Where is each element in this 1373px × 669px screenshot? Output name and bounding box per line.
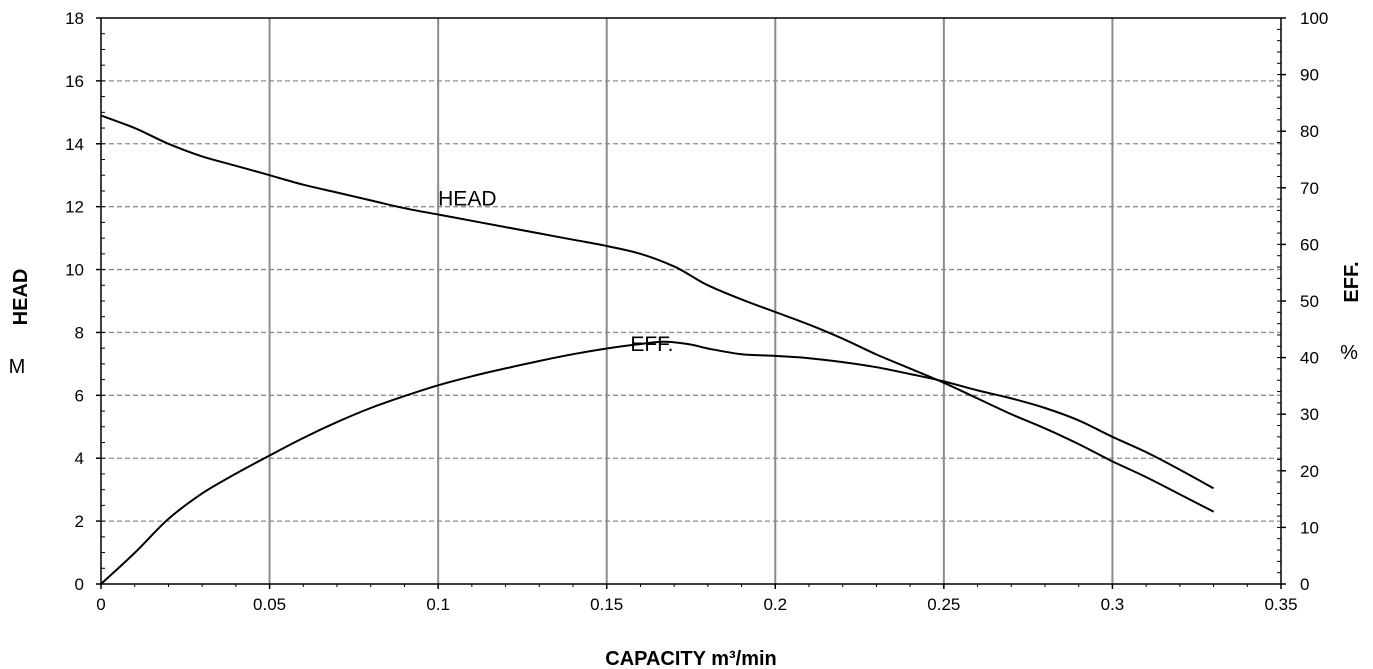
x-tick-label: 0.15	[590, 595, 623, 614]
grid-lines	[101, 18, 1281, 584]
x-tick-label: 0.3	[1101, 595, 1125, 614]
x-tick-label: 0.35	[1264, 595, 1297, 614]
head-curve-label: HEAD	[438, 187, 496, 210]
y-left-tick-label: 4	[75, 449, 84, 468]
y-left-tick-label: 0	[75, 575, 84, 594]
y-right-tick-label: 100	[1300, 9, 1328, 28]
head-curve	[100, 114, 1215, 513]
x-axis-title: CAPACITY m³/min	[605, 648, 777, 669]
y-right-tick-label: 50	[1300, 292, 1319, 311]
left-axis-title: HEAD	[10, 269, 32, 326]
x-tick-label: 0.2	[763, 595, 787, 614]
x-tick-label: 0.05	[253, 595, 286, 614]
y-right-tick-label: 70	[1300, 179, 1319, 198]
y-right-tick-label: 90	[1300, 66, 1319, 85]
right-axis-unit: %	[1340, 342, 1358, 364]
y-right-tick-label: 10	[1300, 518, 1319, 537]
y-left-tick-label: 18	[65, 9, 84, 28]
plot-area-frame	[100, 17, 1282, 585]
left-axis-unit: M	[9, 356, 26, 378]
y-left-tick-label: 8	[75, 323, 84, 342]
x-tick-label: 0	[96, 595, 105, 614]
axis-ticks	[96, 17, 1286, 589]
x-tick-label: 0.25	[927, 595, 960, 614]
y-left-tick-label: 10	[65, 261, 84, 280]
y-left-tick-label: 16	[65, 72, 84, 91]
y-left-tick-label: 6	[75, 386, 84, 405]
x-tick-label: 0.1	[426, 595, 450, 614]
y-left-tick-label: 12	[65, 198, 84, 217]
efficiency-curve	[100, 340, 1215, 585]
y-right-tick-label: 60	[1300, 235, 1319, 254]
series-lines	[100, 114, 1215, 585]
y-right-tick-label: 0	[1300, 575, 1309, 594]
eff-curve-label: EFF.	[630, 333, 673, 356]
y-right-tick-label: 30	[1300, 405, 1319, 424]
y-left-tick-label: 14	[65, 135, 84, 154]
y-right-tick-label: 80	[1300, 122, 1319, 141]
y-right-tick-label: 40	[1300, 349, 1319, 368]
y-right-tick-label: 20	[1300, 462, 1319, 481]
y-left-tick-label: 2	[75, 512, 84, 531]
right-axis-title: EFF.	[1341, 261, 1363, 302]
